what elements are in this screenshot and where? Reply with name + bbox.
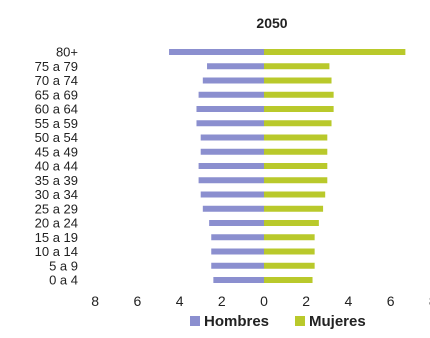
x-tick-label: 0 [260, 293, 268, 309]
bar-mujeres [264, 191, 326, 198]
bar-hombres [169, 49, 264, 55]
legend-swatch [295, 316, 305, 326]
legend: Hombres Mujeres [190, 313, 366, 330]
bar-mujeres [264, 163, 328, 169]
bar-hombres [200, 134, 264, 141]
bar-mujeres [264, 220, 319, 226]
category-label: 20 a 24 [35, 216, 78, 231]
legend-label: Hombres [204, 313, 269, 330]
category-label: 60 a 64 [35, 102, 78, 117]
x-axis-tick-labels: 8 6 4 2 0 2 4 6 8 [91, 293, 430, 309]
category-label: 80+ [56, 45, 78, 60]
category-label: 0 a 4 [49, 273, 78, 288]
bar-mujeres [264, 148, 328, 155]
bar-mujeres [264, 277, 313, 283]
bar-hombres [200, 191, 264, 198]
x-tick-label: 8 [91, 293, 99, 309]
bar-mujeres [264, 134, 328, 141]
x-tick-label: 6 [134, 293, 142, 309]
bar-hombres [213, 277, 264, 283]
legend-label: Mujeres [309, 313, 366, 330]
bar-hombres [211, 262, 264, 269]
bar-mujeres [264, 63, 330, 70]
category-label: 65 a 69 [35, 87, 78, 102]
bar-mujeres [264, 120, 332, 127]
bar-hombres [198, 177, 264, 184]
category-label: 70 a 74 [35, 73, 78, 88]
category-label: 25 a 29 [35, 201, 78, 216]
bar-hombres [196, 120, 264, 127]
bar-mujeres [264, 205, 324, 212]
bar-hombres [202, 77, 264, 84]
legend-swatch [190, 316, 200, 326]
x-tick-label: 2 [302, 293, 310, 309]
category-label: 40 a 44 [35, 159, 78, 174]
bar-hombres [200, 148, 264, 155]
bar-mujeres [264, 262, 315, 269]
bar-mujeres [264, 248, 315, 255]
category-label: 50 a 54 [35, 130, 78, 145]
category-label: 55 a 59 [35, 116, 78, 131]
category-label: 10 a 14 [35, 244, 78, 259]
category-label: 75 a 79 [35, 59, 78, 74]
bar-hombres [209, 220, 264, 226]
bar-hombres [207, 63, 264, 70]
bar-hombres [202, 205, 264, 212]
x-tick-label: 6 [387, 293, 395, 309]
bar-mujeres [264, 234, 315, 241]
category-label: 45 a 49 [35, 144, 78, 159]
bar-hombres [211, 234, 264, 241]
bar-mujeres [264, 177, 328, 184]
bar-mujeres [264, 91, 334, 98]
bar-mujeres [264, 49, 406, 55]
category-label: 30 a 34 [35, 187, 78, 202]
chart-title: 2050 [256, 15, 287, 31]
bar-hombres [198, 163, 264, 169]
category-label: 35 a 39 [35, 173, 78, 188]
bar-hombres [198, 91, 264, 98]
bars-layer [169, 49, 406, 283]
x-tick-label: 4 [345, 293, 353, 309]
category-label: 15 a 19 [35, 230, 78, 245]
x-tick-label: 2 [218, 293, 226, 309]
x-tick-label: 4 [176, 293, 184, 309]
bar-hombres [196, 106, 264, 112]
bar-hombres [211, 248, 264, 255]
bar-mujeres [264, 106, 334, 112]
bar-mujeres [264, 77, 332, 84]
x-tick-label: 8 [429, 293, 430, 309]
category-label: 5 a 9 [49, 258, 78, 273]
